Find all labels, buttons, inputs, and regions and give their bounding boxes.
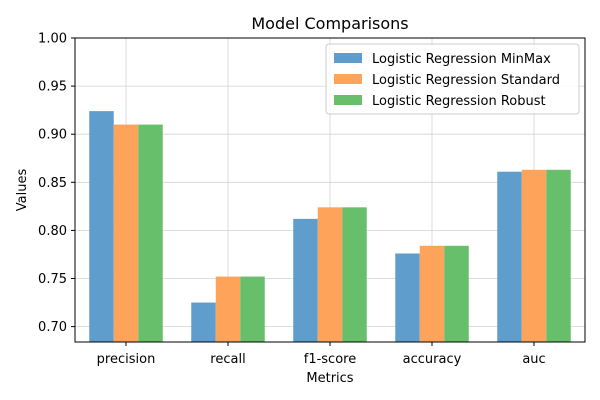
bar — [521, 169, 547, 342]
y-tick-label: 0.75 — [38, 272, 67, 287]
bar — [342, 207, 367, 342]
y-tick-label: 0.90 — [38, 128, 67, 143]
bar — [419, 245, 445, 342]
bar — [89, 111, 114, 342]
bar — [444, 245, 469, 342]
ticks: 0.70 0.75 0.80 0.85 0.90 0.95 1.00 precision rec… — [38, 32, 546, 368]
x-tick-label: auc — [522, 352, 545, 367]
bar — [191, 302, 216, 342]
bar — [240, 276, 265, 342]
bar — [546, 169, 571, 342]
legend-swatch — [334, 53, 362, 63]
x-tick-label: accuracy — [403, 352, 462, 367]
legend-swatch — [334, 95, 362, 105]
y-tick-label: 0.95 — [38, 80, 67, 95]
legend-label: Logistic Regression Standard — [372, 73, 560, 88]
y-axis-label: Values — [15, 169, 30, 212]
bar — [215, 276, 241, 342]
bar — [293, 218, 318, 342]
bar — [395, 253, 420, 342]
x-tick-label: recall — [210, 352, 245, 367]
legend-label: Logistic Regression MinMax — [372, 52, 551, 67]
bar — [113, 124, 139, 342]
x-axis-label: Metrics — [306, 371, 353, 386]
chart-title: Model Comparisons — [251, 14, 408, 33]
bar — [497, 171, 522, 342]
y-tick-label: 0.70 — [38, 320, 67, 335]
y-tick-label: 0.85 — [38, 176, 67, 191]
bar — [317, 207, 343, 342]
y-tick-label: 1.00 — [38, 32, 67, 47]
legend-swatch — [334, 74, 362, 84]
x-tick-label: precision — [97, 352, 156, 367]
bar — [138, 124, 163, 342]
legend-box — [325, 43, 580, 115]
bars — [89, 111, 571, 342]
legend-label: Logistic Regression Robust — [372, 94, 546, 109]
y-tick-label: 0.80 — [38, 224, 67, 239]
x-tick-label: f1-score — [304, 352, 356, 367]
legend: Logistic Regression MinMax Logistic Regre… — [325, 43, 580, 115]
